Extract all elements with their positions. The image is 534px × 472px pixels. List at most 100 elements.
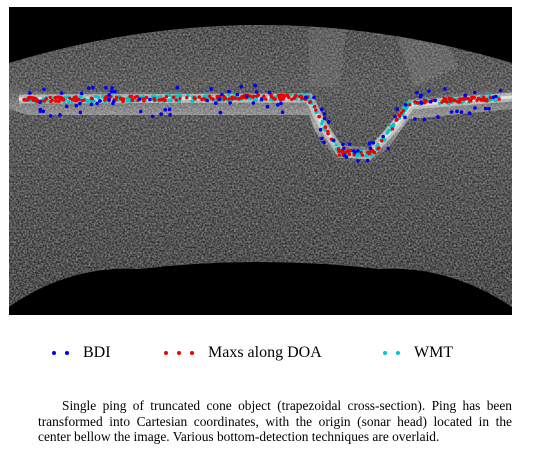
detection-point: [320, 136, 324, 141]
detection-point: [353, 150, 357, 155]
detection-point: [419, 101, 424, 106]
detection-point: [290, 97, 294, 101]
detection-point: [269, 95, 274, 99]
detection-point: [167, 107, 172, 112]
detection-point: [480, 98, 484, 102]
detection-point: [276, 103, 280, 107]
detection-point: [386, 130, 390, 134]
detection-point: [64, 104, 69, 109]
detection-point: [320, 107, 324, 112]
detection-point: [78, 101, 82, 106]
detection-point: [248, 94, 252, 98]
detection-point: [371, 150, 376, 154]
legend: BDI Maxs along DOA WMT: [0, 341, 534, 365]
detection-point: [344, 150, 348, 154]
detection-point: [356, 149, 360, 153]
detection-point: [167, 98, 172, 102]
detection-point: [152, 96, 156, 101]
detection-point: [100, 95, 105, 99]
detection-point: [276, 93, 281, 98]
detection-point: [110, 86, 114, 90]
detection-point: [260, 97, 264, 102]
legend-marker-bdi: [52, 351, 69, 355]
detection-point: [25, 98, 29, 102]
detection-point: [376, 147, 380, 151]
detection-point: [390, 127, 395, 131]
detection-point: [74, 103, 79, 108]
detection-point: [125, 99, 130, 103]
detection-point: [312, 95, 316, 100]
detection-point: [403, 115, 407, 120]
detection-point: [38, 107, 42, 112]
detection-point: [228, 101, 232, 105]
detection-point: [467, 111, 472, 115]
detection-point: [322, 112, 327, 116]
detection-point: [348, 142, 352, 146]
detection-point: [312, 104, 317, 109]
legend-item-maxs-along-doa: Maxs along DOA: [164, 341, 322, 365]
detection-point: [416, 101, 420, 105]
detection-point: [459, 97, 463, 101]
detection-point: [455, 109, 459, 114]
detection-point: [144, 95, 149, 100]
detection-point: [28, 95, 33, 100]
legend-item-bdi: BDI: [52, 341, 111, 365]
detection-point: [347, 149, 351, 153]
detection-point: [218, 97, 222, 101]
detection-point: [227, 97, 231, 101]
detection-point: [443, 87, 447, 91]
detection-point: [66, 100, 71, 104]
detection-point: [281, 97, 285, 101]
detection-point: [68, 96, 72, 101]
legend-label-bdi: BDI: [83, 344, 111, 361]
detection-point: [487, 106, 491, 111]
detection-point: [265, 104, 270, 109]
detection-point: [163, 108, 168, 112]
detection-point: [227, 93, 231, 97]
detection-point: [415, 90, 419, 95]
detection-point: [79, 91, 84, 96]
legend-marker-maxs-along-doa: [164, 351, 194, 355]
detection-point: [453, 98, 457, 103]
detection-point: [309, 100, 313, 104]
detection-point: [161, 97, 166, 102]
detection-point: [392, 122, 396, 127]
detection-point: [174, 98, 178, 102]
detection-point: [93, 94, 98, 99]
detection-point: [59, 95, 63, 100]
detection-point: [308, 97, 312, 101]
detection-overlay: [22, 83, 503, 163]
detection-point: [323, 128, 328, 132]
detection-point: [130, 98, 135, 103]
detection-point: [252, 98, 256, 102]
detection-point: [428, 99, 433, 104]
detection-point: [86, 86, 91, 90]
detection-point: [190, 99, 194, 103]
sonar-ping-figure: [9, 7, 512, 315]
detection-point: [399, 111, 404, 115]
detection-point: [177, 99, 181, 103]
detection-point: [58, 113, 62, 117]
detection-point: [408, 103, 412, 107]
detection-point: [107, 97, 111, 102]
detection-point: [278, 96, 282, 100]
detection-point: [220, 92, 224, 97]
detection-point: [367, 152, 371, 156]
detection-point: [168, 93, 172, 98]
detection-point: [413, 117, 417, 121]
detection-point: [200, 97, 204, 102]
detection-point: [365, 158, 370, 163]
detection-point: [494, 99, 498, 103]
detection-point: [449, 110, 454, 114]
detection-point: [164, 95, 169, 99]
detection-point: [267, 90, 272, 95]
detection-point: [59, 91, 64, 95]
legend-marker-wmt: [383, 351, 400, 355]
detection-point: [456, 100, 460, 104]
detection-point: [118, 96, 123, 100]
detection-point: [418, 95, 423, 99]
detection-point: [337, 149, 341, 153]
detection-point: [317, 115, 321, 119]
detection-point: [239, 84, 244, 89]
detection-point: [473, 90, 477, 95]
